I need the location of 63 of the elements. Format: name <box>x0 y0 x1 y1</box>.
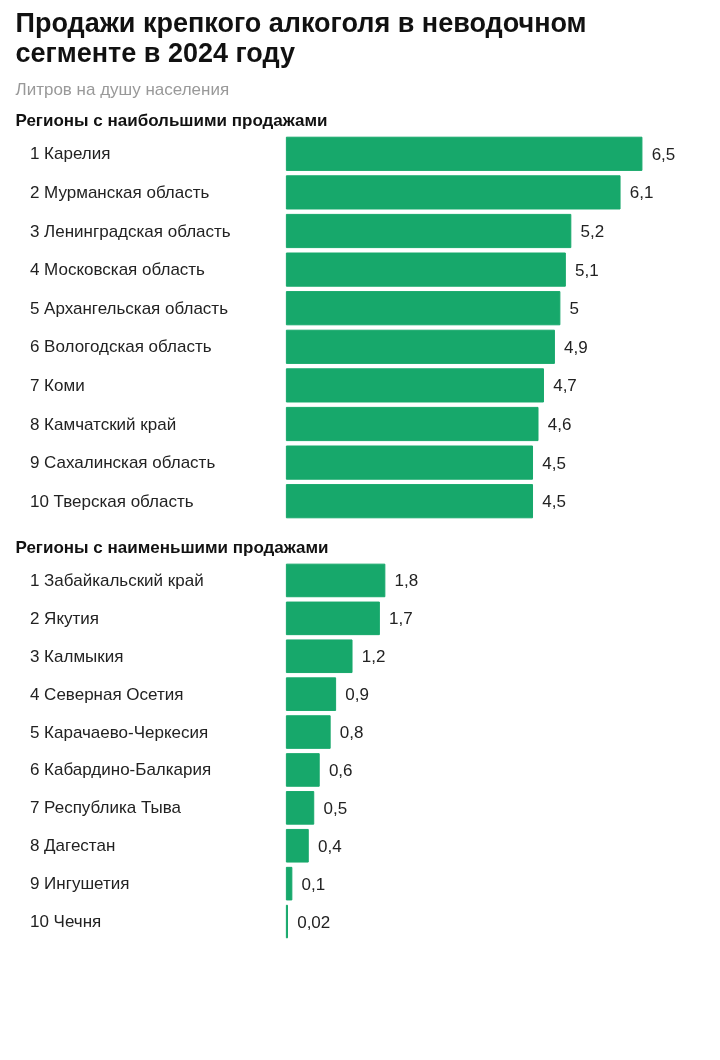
y-tick-label: 7 Коми <box>29 375 85 395</box>
data-label: 0,02 <box>297 912 331 932</box>
y-tick-label: 9 Ингушетия <box>29 874 130 894</box>
chart-title: Продажи крепкого алкоголя в неводочном сегменте в 2024 году <box>15 7 587 68</box>
bar <box>285 791 315 825</box>
bar <box>285 368 544 403</box>
data-label: 0,4 <box>317 836 342 856</box>
bar <box>285 136 643 171</box>
data-label: 4,9 <box>564 337 588 357</box>
bar <box>285 639 353 674</box>
y-tick-label: 2 Мурманская область <box>29 182 210 202</box>
data-label: 0,5 <box>323 798 348 818</box>
y-tick-label: 5 Карачаево-Черкесия <box>29 722 209 742</box>
bar <box>285 406 539 442</box>
bar <box>285 601 380 636</box>
data-label: 5,2 <box>580 222 605 241</box>
data-label: 1,2 <box>361 647 386 667</box>
y-tick-label: 6 Кабардино-Балкария <box>29 760 212 780</box>
y-tick-label: 3 Калмыкия <box>29 646 124 666</box>
y-tick-label: 5 Архангельская область <box>29 298 229 318</box>
bar <box>285 252 566 287</box>
data-label: 0,6 <box>328 760 353 780</box>
text: Регионы с наибольшими продажами <box>15 110 328 130</box>
bar <box>285 291 561 326</box>
y-tick-label: 10 Тверская область <box>29 491 194 511</box>
data-label: 0,1 <box>301 874 326 894</box>
bar <box>285 213 572 249</box>
bar <box>285 445 534 480</box>
data-label: 6,1 <box>629 183 654 203</box>
bar <box>285 329 555 364</box>
data-label: 4,7 <box>553 376 577 396</box>
y-tick-label: 8 Дагестан <box>29 836 116 856</box>
y-tick-label: 7 Республика Тыва <box>29 798 182 818</box>
bar <box>285 175 621 210</box>
y-tick-label: 6 Вологодская область <box>29 337 212 357</box>
y-tick-label: 2 Якутия <box>29 608 100 628</box>
bar <box>285 484 534 519</box>
data-label: 5,1 <box>575 260 599 280</box>
bar <box>285 828 309 863</box>
bar <box>285 753 320 787</box>
y-tick-label: 8 Камчатский край <box>29 414 177 434</box>
data-label: 4,5 <box>542 453 566 473</box>
y-tick-label: 10 Чечня <box>29 912 102 932</box>
y-tick-label: 1 Забайкальский край <box>29 570 204 590</box>
text: Литров на душу населения <box>15 79 230 99</box>
data-label: 1,8 <box>394 571 419 591</box>
y-tick-label: 4 Московская область <box>29 260 206 280</box>
y-tick-label: 1 Карелия <box>29 144 111 164</box>
y-tick-label: 3 Ленинградская область <box>29 221 231 241</box>
data-label: 4,6 <box>547 415 572 434</box>
bar <box>285 715 331 749</box>
y-tick-label: 9 Сахалинская область <box>29 453 216 473</box>
bar <box>285 866 293 901</box>
y-tick-label: 4 Северная Осетия <box>29 684 184 704</box>
text: Регионы с наименьшими продажами <box>15 537 329 557</box>
data-label: 1,7 <box>389 609 413 629</box>
bar <box>285 563 386 598</box>
bar <box>285 677 337 711</box>
data-label: 5 <box>569 299 580 319</box>
data-label: 0,9 <box>345 685 369 705</box>
data-label: 0,8 <box>339 723 364 743</box>
data-label: 6,5 <box>651 144 676 164</box>
data-label: 4,5 <box>542 492 566 512</box>
